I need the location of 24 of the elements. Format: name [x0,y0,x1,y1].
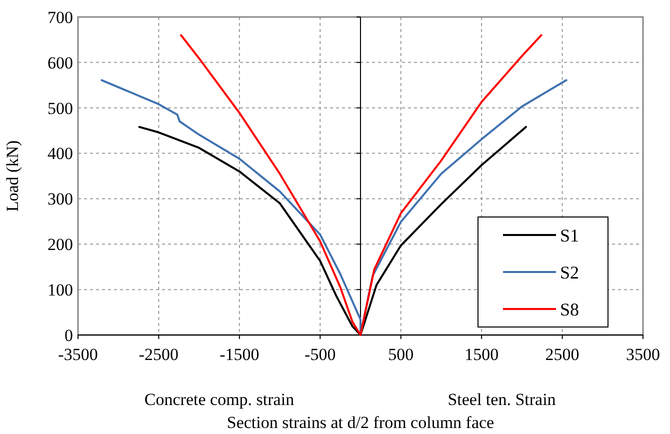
x-tick-label: 3500 [626,345,660,364]
x-axis-title: Section strains at d/2 from column face [226,413,494,432]
y-axis-title: Load (kN) [3,140,22,212]
legend-label: S8 [560,299,580,320]
x-tick-label: -1500 [220,345,260,364]
y-tick-label: 500 [48,98,73,118]
line-series [180,34,542,336]
y-tick-label: 700 [48,8,73,27]
legend-label: S2 [560,262,580,282]
y-tick-label: 300 [48,190,73,209]
y-tick-label: 200 [48,235,73,254]
y-tick-label: 600 [48,53,73,72]
y-tick-label: 100 [48,280,73,300]
x-tick-label: 500 [388,345,414,364]
x-tick-label: 2500 [545,345,580,364]
text: Concrete comp. strain [144,390,295,409]
y-tick-label: 0 [64,326,73,345]
x-tick-label: -500 [304,345,336,364]
x-tick-label: -2500 [138,345,179,364]
x-tick-label: 1500 [464,345,499,364]
text: Steel ten. Strain [448,390,556,409]
legend-label: S1 [560,225,580,246]
x-tick-label: -3500 [58,345,98,364]
y-tick-label: 400 [48,144,73,164]
